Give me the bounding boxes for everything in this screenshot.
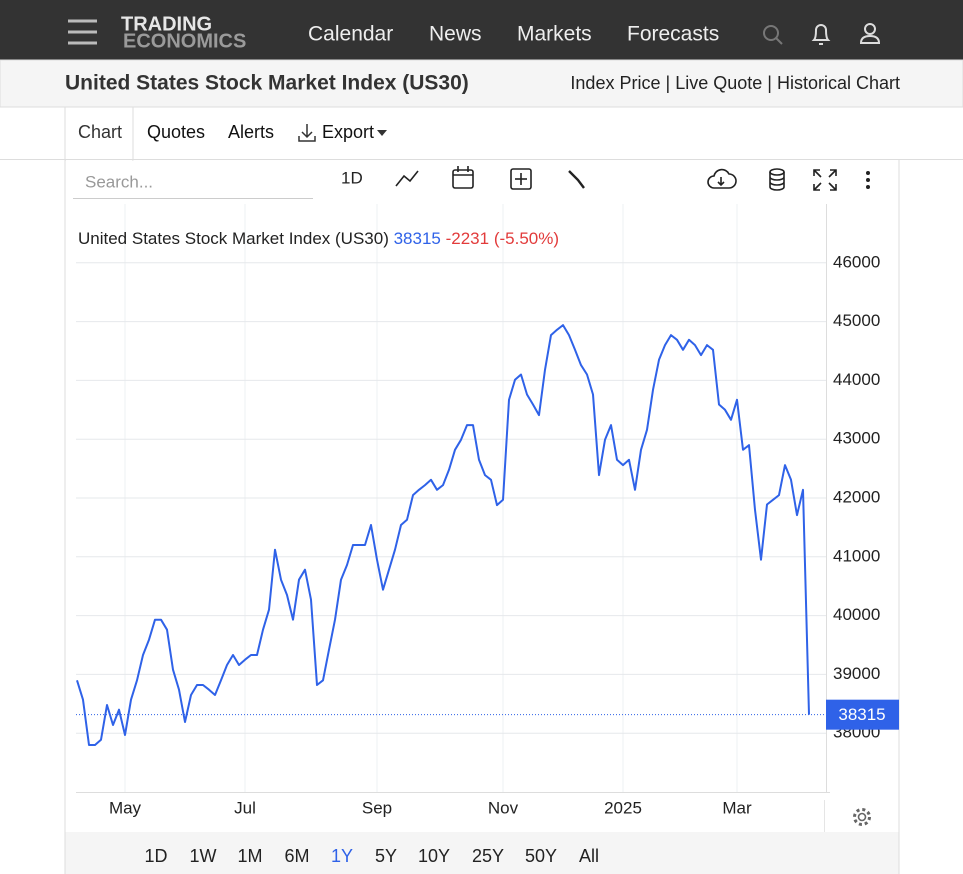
range-button[interactable]: 25Y: [472, 846, 504, 866]
tab[interactable]: Alerts: [228, 122, 274, 142]
x-tick-label: 2025: [604, 798, 642, 817]
nav-bar: [0, 0, 963, 60]
range-button[interactable]: 5Y: [375, 846, 397, 866]
more-icon[interactable]: [866, 171, 870, 189]
nav-link[interactable]: Forecasts: [627, 23, 719, 46]
x-tick-label: Jul: [234, 798, 256, 817]
bell-icon[interactable]: [811, 24, 831, 45]
series-line: [76, 324, 810, 746]
separator: |: [767, 73, 772, 93]
last-value-label: 38315: [838, 705, 885, 724]
range-button[interactable]: 1D: [144, 846, 167, 866]
logo-top[interactable]: TRADING: [121, 13, 212, 35]
range-button[interactable]: 1Y: [331, 846, 353, 866]
calendar-icon[interactable]: [452, 166, 474, 189]
header-link[interactable]: Live Quote: [675, 73, 762, 93]
page-title: United States Stock Market Index (US30): [65, 72, 469, 95]
active-tab[interactable]: [64, 106, 134, 161]
y-tick-label: 46000: [833, 252, 880, 271]
user-icon[interactable]: [859, 23, 881, 44]
line-type-icon[interactable]: [395, 170, 419, 187]
tab[interactable]: Quotes: [147, 122, 205, 142]
settings-icon[interactable]: [853, 808, 871, 826]
last-value-badge: [826, 699, 899, 730]
plot: May Jul Sep Nov 2025 Mar380003900040000410004…: [76, 204, 899, 817]
y-tick-label: 44000: [833, 370, 880, 389]
caret: [377, 130, 387, 136]
header-link[interactable]: Historical Chart: [777, 73, 900, 93]
range-bar: [65, 832, 899, 874]
range-buttons: 1D 1W 1M 6M 1Y 5Y 10Y 25Y 50Y All: [144, 846, 599, 866]
logo-bottom[interactable]: ECONOMICS: [123, 30, 246, 52]
legend-last-value: 38315: [394, 229, 441, 248]
tab[interactable]: Chart: [78, 122, 122, 142]
database-icon[interactable]: [769, 168, 785, 191]
y-tick-label: 41000: [833, 546, 880, 565]
x-tick-label: Sep: [362, 798, 392, 817]
menu-icon[interactable]: [68, 19, 97, 45]
y-tick-label: 42000: [833, 487, 880, 506]
nav-link[interactable]: Calendar: [308, 23, 393, 46]
range-button[interactable]: 50Y: [525, 846, 557, 866]
fullscreen-icon[interactable]: [813, 169, 837, 191]
search-icon[interactable]: [763, 25, 783, 45]
download-icon: [298, 124, 316, 142]
separator: |: [665, 73, 670, 93]
search-input[interactable]: Search...: [85, 172, 153, 191]
y-tick-label: 43000: [833, 429, 880, 448]
y-tick-label: 45000: [833, 311, 880, 330]
legend: United States Stock Market Index (US30) …: [78, 229, 559, 248]
y-tick-label: 39000: [833, 664, 880, 683]
legend-change: -2231: [446, 229, 489, 248]
range-button[interactable]: 6M: [284, 846, 309, 866]
x-tick-label: May: [109, 798, 142, 817]
range-button[interactable]: 1W: [190, 846, 217, 866]
tools-icon[interactable]: [568, 170, 585, 189]
x-tick-label: Mar: [722, 798, 752, 817]
nav-link[interactable]: Markets: [517, 23, 592, 46]
cloud-download-icon[interactable]: [707, 168, 737, 189]
header-bar: [0, 59, 963, 108]
header-links: Index Price | Live Quote | Historical Ch…: [570, 73, 900, 93]
chart-panel: [64, 159, 900, 874]
y-tick-label: 40000: [833, 605, 880, 624]
legend-change-percent: (-5.50%): [494, 229, 559, 248]
range-button[interactable]: 1M: [237, 846, 262, 866]
tab[interactable]: Export: [322, 122, 374, 142]
x-tick-label: Nov: [488, 798, 519, 817]
range-button[interactable]: 10Y: [418, 846, 450, 866]
range-button[interactable]: All: [579, 846, 599, 866]
legend-name: United States Stock Market Index (US30): [78, 229, 389, 248]
nav-link[interactable]: News: [429, 23, 482, 46]
interval-button[interactable]: 1D: [341, 168, 363, 187]
header-link[interactable]: Index Price: [570, 73, 660, 93]
add-icon[interactable]: [510, 168, 532, 190]
